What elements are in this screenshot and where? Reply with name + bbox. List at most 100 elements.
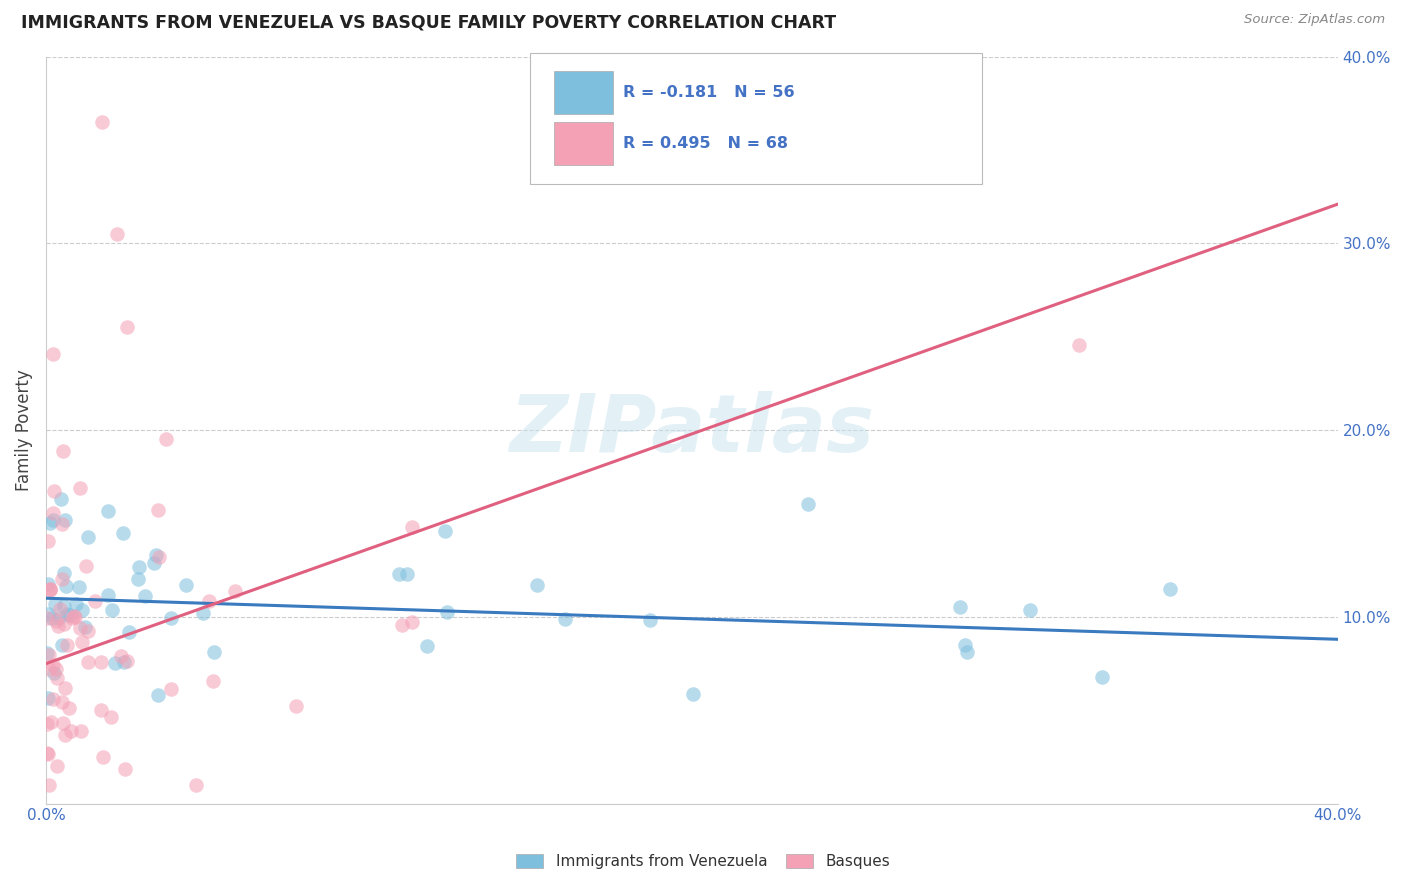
Point [956, 645, 979, 659]
Point [112, 656, 135, 670]
Point [415, 639, 437, 653]
Point [69, 621, 91, 635]
Point [146, 688, 169, 702]
Point [48, 611, 70, 625]
Point [197, 593, 219, 607]
Point [949, 599, 972, 614]
Text: R = 0.495   N = 68: R = 0.495 N = 68 [623, 136, 789, 152]
Point [38, 778, 60, 792]
Point [1018, 603, 1040, 617]
Point [1159, 582, 1181, 596]
Point [526, 578, 548, 592]
Point [176, 578, 198, 592]
Point [53, 599, 76, 613]
Point [45, 759, 67, 773]
Point [44, 666, 66, 681]
Point [146, 503, 169, 517]
FancyBboxPatch shape [554, 122, 613, 165]
Point [127, 573, 149, 587]
Point [55, 607, 77, 621]
Y-axis label: Family Poverty: Family Poverty [15, 369, 32, 491]
Point [160, 681, 183, 696]
Point [59, 724, 82, 739]
Point [224, 583, 246, 598]
Point [953, 638, 976, 652]
Point [52, 616, 75, 631]
Point [401, 615, 423, 629]
Point [77, 624, 100, 638]
Point [97, 504, 120, 518]
Point [797, 497, 820, 511]
Point [112, 525, 135, 540]
Point [51, 695, 73, 709]
Point [63, 608, 86, 623]
Point [52, 443, 75, 458]
Point [58, 701, 80, 715]
Point [44, 484, 66, 499]
Point [37, 747, 59, 761]
Point [128, 560, 150, 574]
Point [100, 603, 122, 617]
Point [75, 559, 97, 574]
FancyBboxPatch shape [554, 71, 613, 114]
Point [69, 481, 91, 495]
Point [35, 646, 58, 660]
Point [202, 645, 225, 659]
Point [554, 612, 576, 626]
Point [638, 613, 661, 627]
Point [202, 674, 225, 689]
Point [155, 433, 177, 447]
Point [104, 656, 127, 670]
Point [396, 567, 419, 582]
Point [45, 614, 67, 628]
Point [44, 597, 66, 611]
Point [148, 549, 170, 564]
Point [90, 115, 112, 129]
Point [39, 715, 62, 730]
Point [51, 517, 73, 532]
Point [90, 655, 112, 669]
Point [436, 605, 458, 619]
Point [118, 624, 141, 639]
Text: ZIPatlas: ZIPatlas [509, 392, 875, 469]
Point [56, 638, 79, 652]
Point [110, 648, 132, 663]
Point [60, 611, 83, 625]
Point [55, 579, 77, 593]
Point [160, 611, 183, 625]
Point [51, 572, 73, 586]
Point [105, 227, 128, 241]
Point [42, 506, 65, 520]
Point [39, 582, 62, 596]
Text: IMMIGRANTS FROM VENEZUELA VS BASQUE FAMILY POVERTY CORRELATION CHART: IMMIGRANTS FROM VENEZUELA VS BASQUE FAMI… [21, 13, 837, 31]
FancyBboxPatch shape [530, 53, 983, 184]
Point [41, 611, 63, 625]
Point [83, 594, 105, 608]
Point [682, 687, 704, 701]
Point [388, 567, 411, 582]
Point [69, 724, 91, 739]
Point [63, 609, 86, 624]
Point [184, 778, 207, 792]
Point [49, 601, 72, 615]
Point [72, 635, 94, 649]
Point [38, 582, 60, 596]
Legend: Immigrants from Venezuela, Basques: Immigrants from Venezuela, Basques [510, 847, 896, 875]
Point [53, 566, 76, 580]
Point [1069, 338, 1091, 352]
Point [433, 524, 456, 538]
Point [35, 717, 58, 731]
Point [38, 516, 60, 530]
Point [41, 658, 63, 673]
Point [38, 582, 60, 597]
Point [46, 671, 69, 685]
Point [45, 662, 67, 676]
Point [191, 607, 214, 621]
Point [46, 619, 69, 633]
Point [53, 513, 76, 527]
Point [77, 655, 100, 669]
Point [42, 513, 65, 527]
Point [134, 589, 156, 603]
Point [53, 681, 76, 695]
Point [401, 520, 423, 534]
